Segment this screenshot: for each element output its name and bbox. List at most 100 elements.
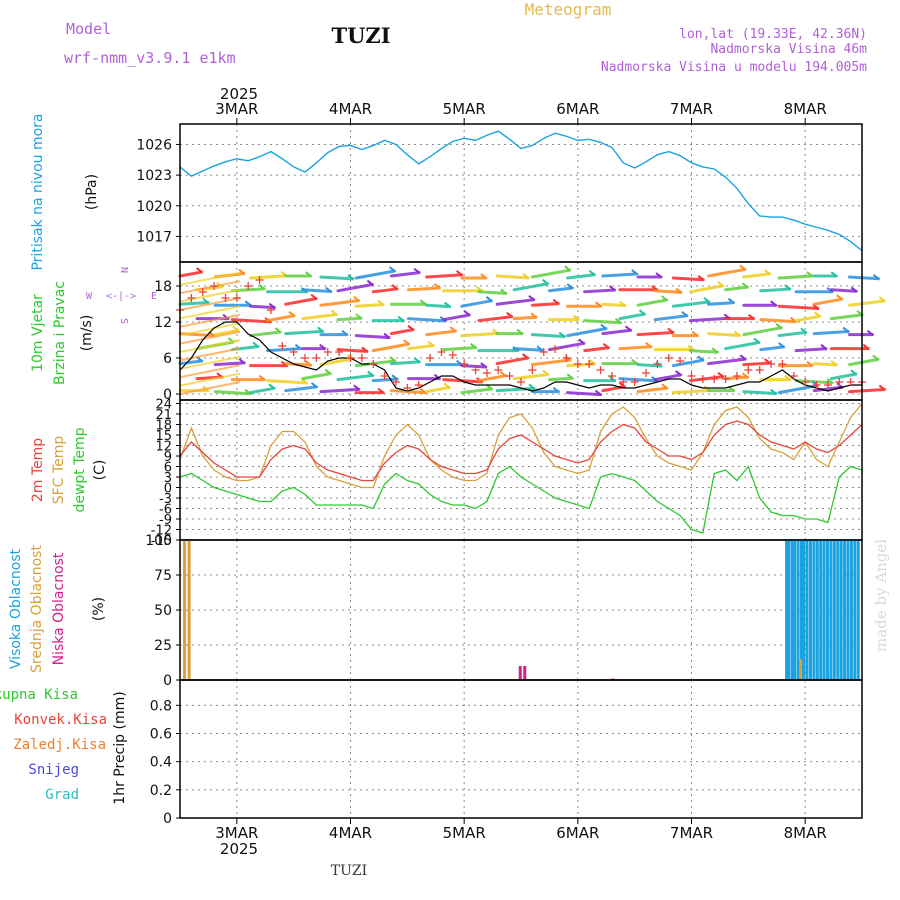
wind-arrow-head [353,384,360,391]
wind-arrow [530,333,566,339]
wind-arrow-head [288,310,295,317]
wind-arrow-head [594,389,602,396]
wind-arrow [653,289,683,294]
wind-arrow-head [588,269,596,276]
wind-arrow-head [552,386,559,393]
wind-arrow-head [806,360,813,367]
wind-arrow [371,342,411,353]
wind-arrow-head [341,329,348,336]
wind-label-1: 10m Vjetar [30,294,46,372]
cloud-label-mid: Srednja Oblacnost [29,545,45,673]
wind-arrow-head [232,325,239,332]
precip-label-total: Ukupna Kisa [0,687,78,703]
cloud-label-high: Visoka Oblacnost [8,548,24,669]
wind-arrow-head [625,325,632,332]
wind-arrow-head [830,271,837,277]
y-tick-label: 9 [164,450,172,465]
wind-arrow-head [820,344,827,350]
wind-arrow [847,299,886,307]
wind-arrow [618,345,653,351]
station-title: TUZI [331,23,390,48]
wind-arrow [319,357,354,367]
wind-arrow-head [558,331,565,338]
wind-arrow [583,288,617,294]
y-tick-label: 3 [164,471,172,486]
footer-station: TUZI [331,863,367,879]
wind-arrow [512,347,544,352]
wind-arrow-head [739,264,746,271]
wind-arrow [777,274,814,280]
wind-arrow [671,276,705,282]
wind-arrow-head [614,317,622,324]
high-cloud-bar [843,540,847,680]
high-cloud-bar [856,540,860,680]
time-label: 8MAR [784,824,827,842]
wind-arrow [688,349,719,354]
wind-arrow-head [842,326,849,333]
y-tick-label: 15 [155,429,172,444]
wind-arrow-head [850,369,857,375]
wind-arrow-head [258,284,265,290]
wind-arrow-head [506,311,513,318]
wind-arrow [618,312,646,321]
wind-arrow-head [310,293,317,300]
wind-arrow [266,314,296,323]
low-cloud-bar [518,666,522,680]
wind-arrow-head [572,314,580,321]
wind-arrow-head [449,326,457,332]
wind-arrow [547,286,574,293]
wind-arrow-head [500,288,507,295]
mid-cloud-bar [187,540,191,680]
wind-arrow-head [588,359,596,365]
wind-arrow-head [383,332,390,339]
wind-arrow-head [578,338,585,345]
time-label: 6MAR [556,100,599,118]
wind-arrow [336,283,374,293]
wind-arrow-head [536,345,543,352]
high-cloud-bar [819,540,823,680]
wind-arrow [178,301,210,306]
wind-arrow [566,327,608,338]
wind-arrow-head [480,273,487,279]
model-value: wrf-nmm_v3.9.1 e1km [64,49,236,67]
wind-arrow-head [733,330,741,337]
wind-arrow [406,286,441,292]
model-label: Model [66,20,111,38]
wind-arrow [336,348,369,353]
y-tick-label: -9 [159,513,172,528]
wind-arrow [583,319,623,325]
wind-arrow-head [564,265,571,271]
wind-arrow-head [608,285,616,291]
wind-arrow-head [499,370,507,377]
wind-arrow [284,362,313,367]
wind-arrow [671,388,711,395]
wind-arrow-head [238,358,245,364]
wind-arrow-head [552,298,559,305]
wind-arrow [354,359,397,368]
wind-arrow [812,330,850,336]
year-bottom: 2025 [220,840,258,858]
wind-arrow-head [631,269,638,275]
wind-arrow [301,313,339,321]
wind-arrow-head [687,344,694,351]
time-label: 7MAR [670,824,713,842]
wind-arrow-head [645,341,652,348]
wind-arrow-head [764,358,771,364]
wind-arrow [460,387,494,395]
wind-arrow-head [355,313,362,320]
wind-unit: (m/s) [79,315,95,352]
wind-arrow [847,357,880,367]
low-cloud-bar [523,666,527,680]
wind-arrow-head [196,267,203,273]
wind-arrow-head [619,300,626,307]
wind-arrow-head [244,300,251,306]
wind-arrow-head [433,283,441,289]
wind-arrow-head [862,343,869,350]
wind-arrow-head [717,281,724,287]
wind-arrow [688,316,731,323]
wind-arrow [284,329,325,336]
wind-arrow [618,377,659,383]
wind-arrow [284,385,318,393]
mid-cloud-bar [183,540,187,680]
wind-arrow [179,322,241,337]
